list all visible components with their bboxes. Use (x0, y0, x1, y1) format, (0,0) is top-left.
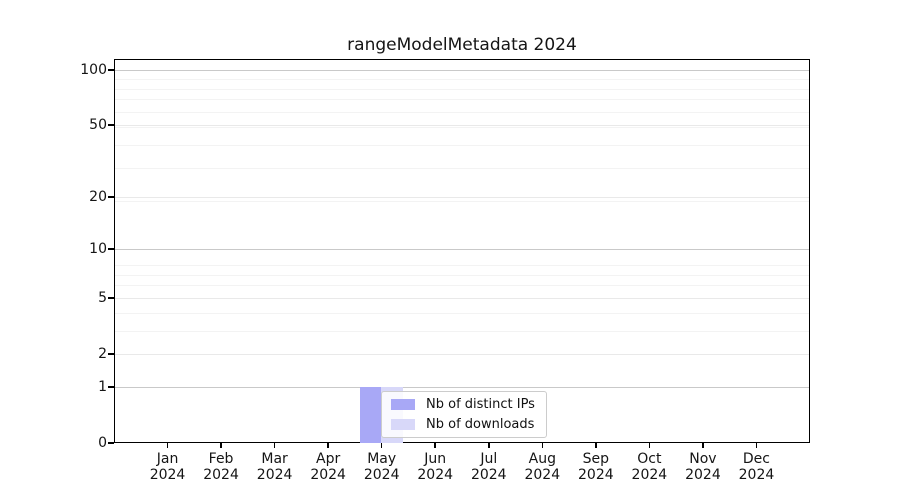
gridline-major (115, 297, 809, 299)
x-axis-tick-label: Aug 2024 (514, 451, 570, 483)
month-label: Aug (528, 451, 556, 467)
y-axis-tick-label: 10 (89, 241, 107, 258)
x-axis-tick (166, 443, 169, 448)
year-label: 2024 (578, 467, 614, 483)
month-label: Oct (637, 451, 662, 467)
year-label: 2024 (417, 467, 454, 483)
gridline-minor (115, 312, 809, 314)
month-label: Jun (424, 451, 447, 467)
month-label: Jan (156, 451, 179, 467)
month-label: Jul (480, 451, 498, 467)
y-axis-tick (108, 386, 114, 388)
month-label: Feb (208, 451, 234, 467)
legend-swatch-distinct-ips (391, 399, 415, 410)
month-label: Sep (582, 451, 610, 467)
x-axis-tick (595, 443, 597, 448)
x-axis-tick (327, 443, 329, 448)
gridline-minor (115, 274, 809, 276)
x-axis-tick-label: Jan 2024 (140, 451, 196, 483)
gridline-minor (115, 285, 809, 287)
x-axis-tick (380, 443, 383, 448)
x-axis-tick-label: May 2024 (354, 451, 410, 483)
x-axis-tick (541, 443, 544, 448)
x-axis-tick (488, 443, 490, 448)
x-axis-tick (273, 443, 276, 448)
x-axis-tick (434, 443, 436, 448)
gridline-minor (115, 88, 809, 90)
year-label: 2024 (149, 467, 186, 483)
year-label: 2024 (524, 467, 561, 483)
gridline-major (115, 353, 809, 355)
gridline-minor (115, 79, 809, 81)
legend-swatch-downloads (391, 419, 415, 430)
y-axis-tick-label: 5 (98, 290, 107, 307)
y-axis-tick-label: 2 (98, 346, 107, 363)
x-axis-tick-label: Feb 2024 (193, 451, 249, 483)
y-axis-tick (108, 69, 114, 71)
y-axis-tick-label: 100 (80, 62, 107, 78)
x-axis-tick-label: Dec 2024 (728, 451, 784, 483)
month-label: May (367, 451, 397, 467)
x-axis-tick-label: Sep 2024 (568, 451, 624, 483)
y-axis-tick-label: 50 (89, 117, 107, 134)
y-axis-tick (108, 248, 114, 250)
x-axis-tick (220, 443, 222, 448)
y-axis-tick-label: 1 (98, 378, 107, 395)
bar-distinct-ips-may (359, 386, 382, 443)
y-axis-tick-label: 20 (89, 188, 107, 205)
x-axis-tick (648, 443, 651, 448)
gridline-minor (115, 99, 809, 101)
legend-item-downloads: Nb of downloads (382, 416, 546, 433)
gridline-major (115, 124, 809, 126)
x-axis-tick-label: Jul 2024 (461, 451, 517, 483)
y-axis-tick (108, 124, 114, 126)
y-axis-tick-label: 0 (98, 435, 107, 451)
gridline-major (115, 196, 809, 198)
gridline-minor (115, 126, 809, 128)
year-label: 2024 (363, 467, 400, 483)
legend-item-distinct-ips: Nb of distinct IPs (382, 396, 546, 413)
y-axis-tick (108, 353, 114, 355)
month-label: Nov (689, 451, 717, 467)
gridline-major (115, 248, 809, 250)
legend-label-downloads: Nb of downloads (426, 417, 535, 432)
month-label: Mar (261, 451, 288, 467)
year-label: 2024 (738, 467, 775, 483)
year-label: 2024 (470, 467, 507, 483)
gridline-major (115, 69, 809, 71)
gridline-minor (115, 111, 809, 113)
x-axis-tick-label: Apr 2024 (300, 451, 356, 483)
x-axis-tick (755, 443, 758, 448)
year-label: 2024 (631, 467, 668, 483)
x-axis-tick-label: Jun 2024 (407, 451, 463, 483)
x-axis-tick-label: Nov 2024 (675, 451, 731, 483)
chart-title: rangeModelMetadata 2024 (347, 35, 577, 55)
y-axis-tick (108, 196, 114, 198)
year-label: 2024 (256, 467, 293, 483)
gridline-major (115, 386, 809, 388)
gridline-minor (115, 265, 809, 267)
legend-label-distinct-ips: Nb of distinct IPs (426, 397, 535, 412)
month-label: Apr (316, 451, 341, 467)
gridline-minor (115, 144, 809, 146)
plot-area (114, 59, 810, 443)
x-axis-tick (702, 443, 704, 448)
legend: Nb of distinct IPs Nb of downloads (381, 391, 547, 438)
month-label: Dec (742, 451, 770, 467)
gridline-minor (115, 200, 809, 202)
y-axis-tick (108, 442, 114, 444)
x-axis-tick-label: Mar 2024 (247, 451, 303, 483)
year-label: 2024 (203, 467, 239, 483)
x-axis-tick-label: Oct 2024 (621, 451, 677, 483)
gridline-minor (115, 330, 809, 332)
y-axis-tick (108, 297, 114, 299)
gridline-minor (115, 167, 809, 169)
year-label: 2024 (310, 467, 346, 483)
year-label: 2024 (685, 467, 721, 483)
